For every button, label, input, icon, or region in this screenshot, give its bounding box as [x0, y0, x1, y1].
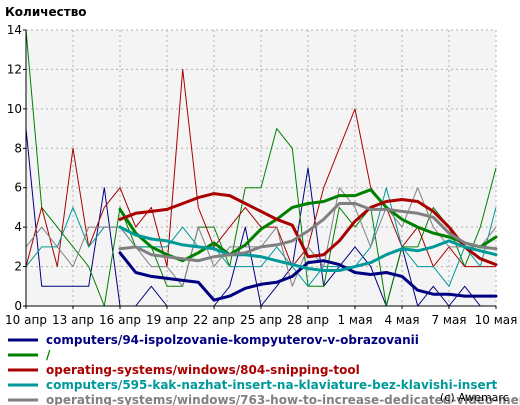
x-tick-label: 10 апр — [5, 313, 47, 327]
smooth-series-group — [118, 188, 498, 302]
legend: computers/94-ispolzovanie-kompyuterov-v-… — [8, 333, 520, 405]
y-tick-label: 14 — [7, 23, 22, 37]
x-tick-label: 28 апр — [287, 313, 329, 327]
x-tick-label: 19 апр — [146, 313, 188, 327]
x-tick-label: 25 апр — [240, 313, 282, 327]
x-tick-label: 16 апр — [99, 313, 141, 327]
series-line-smooth-2 — [118, 192, 498, 267]
watermark: (c) Awemarc — [440, 391, 509, 404]
x-tick-label: 4 мая — [384, 313, 419, 327]
legend-label: operating-systems/windows/763-how-to-inc… — [46, 393, 520, 405]
legend-label: computers/94-ispolzovanie-kompyuterov-v-… — [46, 333, 419, 347]
series-line-smooth-4 — [118, 202, 498, 263]
y-axis-label: Количество — [5, 5, 87, 19]
y-tick-label: 6 — [14, 181, 22, 195]
x-tick-label: 1 мая — [337, 313, 372, 327]
series-line-smooth-0 — [118, 251, 498, 302]
legend-label: operating-systems/windows/804-snipping-t… — [46, 363, 360, 377]
legend-label: / — [46, 348, 51, 362]
x-tick-label: 10 мая — [475, 313, 518, 327]
x-ticks: 10 апр 13 апр 16 апр 19 апр 22 апр 25 апр 28 а… — [5, 306, 517, 327]
y-tick-label: 8 — [14, 141, 22, 155]
y-tick-label: 10 — [7, 102, 22, 116]
y-tick-label: 0 — [14, 299, 22, 313]
x-tick-label: 22 апр — [193, 313, 235, 327]
y-tick-label: 4 — [14, 220, 22, 234]
series-line-smooth-3 — [118, 225, 498, 272]
series-line-smooth-1 — [118, 188, 498, 263]
y-ticks: 0 2 4 6 8 10 12 14 — [7, 23, 26, 313]
x-tick-label: 13 апр — [52, 313, 94, 327]
legend-label: computers/595-kak-nazhat-insert-na-klavi… — [46, 378, 498, 392]
y-tick-label: 12 — [7, 62, 22, 76]
y-tick-label: 2 — [14, 260, 22, 274]
grid — [26, 29, 497, 306]
x-tick-label: 7 мая — [431, 313, 466, 327]
